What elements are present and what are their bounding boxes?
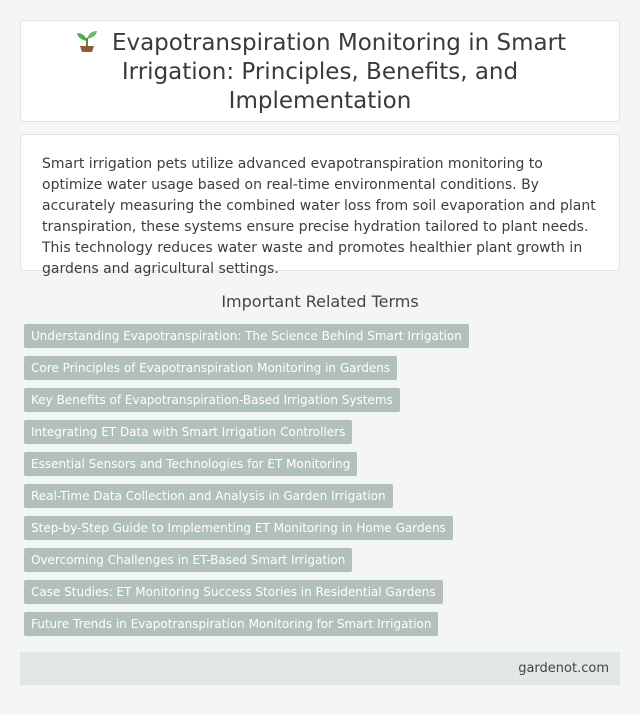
footer-site-link[interactable]: gardenot.com [518, 661, 609, 676]
related-term-link[interactable]: Real-Time Data Collection and Analysis i… [24, 484, 393, 508]
related-term-link[interactable]: Core Principles of Evapotranspiration Mo… [24, 356, 398, 380]
intro-card: Smart irrigation pets utilize advanced e… [20, 134, 620, 277]
related-term-link[interactable]: Future Trends in Evapotranspiration Moni… [24, 612, 439, 636]
related-term-link[interactable]: Essential Sensors and Technologies for E… [24, 452, 358, 476]
title-card: Evapotranspiration Monitoring in Smart I… [20, 20, 620, 122]
footer: gardenot.com [20, 652, 620, 685]
page-title: Evapotranspiration Monitoring in Smart I… [21, 27, 619, 116]
related-term-link[interactable]: Understanding Evapotranspiration: The Sc… [24, 324, 469, 348]
related-terms-heading: Important Related Terms [221, 292, 419, 311]
related-term-link[interactable]: Key Benefits of Evapotranspiration-Based… [24, 388, 400, 412]
related-term-link[interactable]: Integrating ET Data with Smart Irrigatio… [24, 420, 353, 444]
related-term-link[interactable]: Case Studies: ET Monitoring Success Stor… [24, 580, 443, 604]
intro-paragraph: Smart irrigation pets utilize advanced e… [42, 156, 596, 277]
seedling-icon [76, 30, 97, 52]
related-term-link[interactable]: Step-by-Step Guide to Implementing ET Mo… [24, 516, 453, 540]
page-title-text: Evapotranspiration Monitoring in Smart I… [111, 29, 567, 114]
related-term-link[interactable]: Overcoming Challenges in ET-Based Smart … [24, 548, 353, 572]
